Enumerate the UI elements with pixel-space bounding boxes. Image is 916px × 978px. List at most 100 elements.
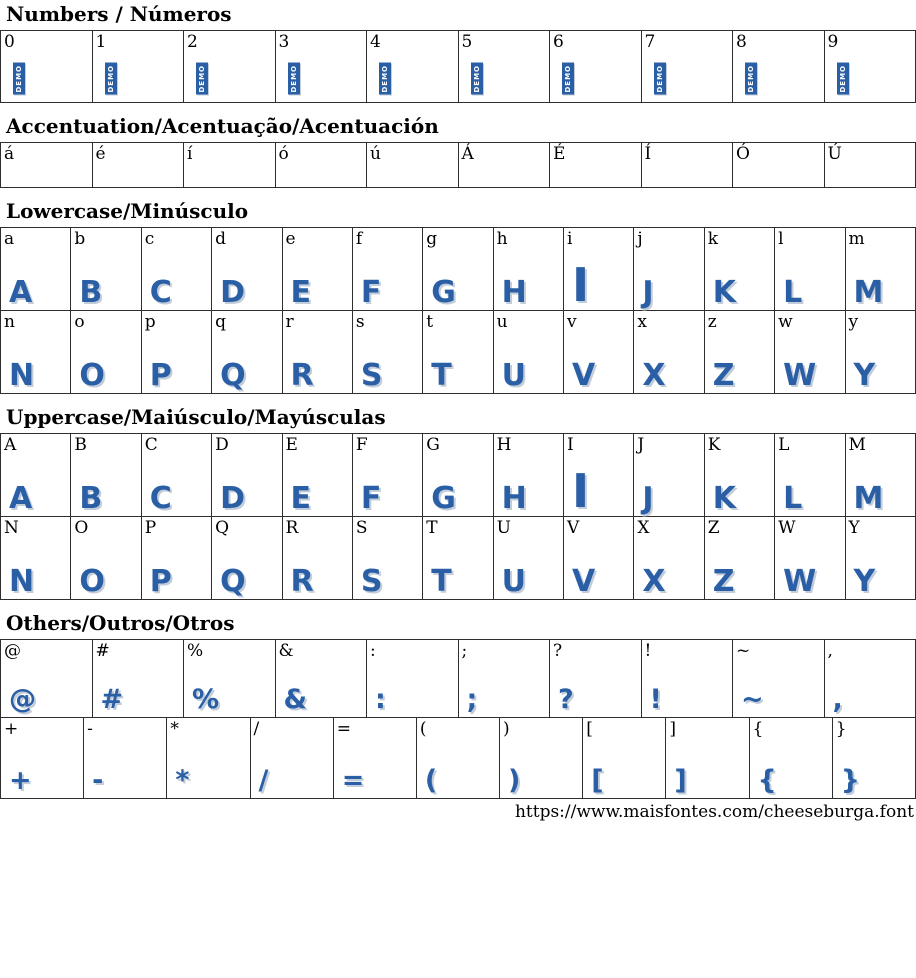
char-label: U [496, 518, 511, 538]
char-table-lowercase-row1: nnooppqqrrssttuuvvxxzzwwyy [0, 310, 916, 394]
char-label: k [707, 229, 719, 249]
char-cell: 8 DEMO [732, 30, 825, 103]
char-label: 3 [278, 32, 290, 52]
font-glyph: M [853, 480, 884, 516]
char-cell: á [0, 142, 93, 188]
section-title-accentuation: Accentuation/Acentuação/Acentuación [6, 114, 439, 138]
char-label: 6 [553, 32, 564, 52]
char-cell: í [183, 142, 276, 188]
font-glyph: g [431, 274, 456, 310]
char-label: T [426, 518, 438, 538]
char-cell: cc [140, 227, 213, 311]
char-cell: ;; [457, 639, 550, 718]
font-glyph: n [9, 357, 34, 393]
font-glyph: l [783, 274, 802, 310]
font-glyph: @ [9, 683, 36, 715]
char-label: F [355, 435, 368, 455]
char-label: 0 [4, 32, 15, 52]
char-label: c [144, 229, 155, 249]
char-label: : [370, 641, 376, 661]
char-cell: }} [831, 717, 916, 799]
char-cell: 6 DEMO [549, 30, 642, 103]
font-glyph: Z [712, 563, 735, 599]
char-label: Y [848, 518, 860, 538]
font-glyph: t [431, 357, 451, 393]
font-glyph: S [360, 563, 383, 599]
font-glyph: / [258, 764, 269, 796]
font-glyph: H [501, 480, 527, 516]
section-title-numbers: Numbers / Números [6, 2, 232, 26]
char-label: C [144, 435, 158, 455]
font-glyph: o [79, 357, 104, 393]
font-glyph: ! [649, 683, 662, 715]
font-glyph: x [642, 357, 665, 393]
char-cell: xx [633, 310, 705, 394]
char-label: n [4, 312, 15, 332]
font-glyph: ) [508, 764, 520, 796]
char-label: 1 [95, 32, 107, 52]
demo-watermark-stamp: DEMO [287, 63, 300, 95]
font-glyph: r [290, 357, 314, 393]
font-glyph: a [9, 274, 32, 310]
font-glyph: m [853, 274, 884, 310]
char-label: N [4, 518, 19, 538]
char-cell: ]] [665, 717, 750, 799]
font-glyph: c [149, 274, 172, 310]
char-cell: ww [774, 310, 846, 394]
char-label: g [426, 229, 438, 249]
font-glyph: & [283, 683, 308, 715]
char-cell: 2 DEMO [183, 30, 276, 103]
font-glyph: Q [220, 563, 245, 599]
font-glyph: [ [591, 764, 603, 796]
demo-watermark-stamp: DEMO [562, 63, 574, 95]
char-label: 9 [827, 32, 839, 52]
char-label: K [707, 435, 721, 455]
char-cell: !! [640, 639, 733, 718]
demo-watermark-stamp: DEMO [196, 63, 208, 95]
char-cell: gg [422, 227, 494, 311]
font-glyph: f [360, 274, 381, 310]
font-glyph: - [92, 764, 103, 796]
char-label: u [496, 312, 508, 332]
char-label: m [848, 229, 865, 249]
char-label: h [496, 229, 508, 249]
char-label: R [285, 518, 299, 538]
font-glyph: b [79, 274, 102, 310]
char-label: v [567, 312, 577, 332]
font-glyph: T [431, 563, 451, 599]
char-label: L [778, 435, 790, 455]
char-cell: ú [366, 142, 459, 188]
font-glyph: h [501, 274, 527, 310]
char-label: / [253, 719, 260, 739]
font-glyph: N [9, 563, 34, 599]
demo-watermark-stamp: DEMO [745, 63, 757, 95]
char-label: É [553, 144, 566, 164]
char-label: e [285, 229, 296, 249]
font-glyph: = [341, 764, 365, 796]
char-label: ~ [736, 641, 751, 661]
char-label: p [144, 312, 156, 332]
char-cell: ff [351, 227, 424, 311]
font-glyph: O [79, 563, 104, 599]
char-label: 8 [736, 32, 747, 52]
font-glyph: : [375, 683, 386, 715]
font-glyph: U [501, 563, 526, 599]
char-label: i [567, 229, 573, 249]
section-title-others: Others/Outros/Otros [6, 611, 235, 635]
font-glyph: { [757, 764, 777, 796]
char-label: s [355, 312, 365, 332]
font-glyph: w [783, 357, 816, 393]
char-label: V [567, 518, 580, 538]
char-label: H [496, 435, 512, 455]
font-glyph: ~ [741, 683, 764, 715]
char-cell: dd [211, 227, 283, 311]
char-cell: oo [70, 310, 142, 394]
char-cell: nn [0, 310, 72, 394]
font-glyph: y [853, 357, 876, 393]
